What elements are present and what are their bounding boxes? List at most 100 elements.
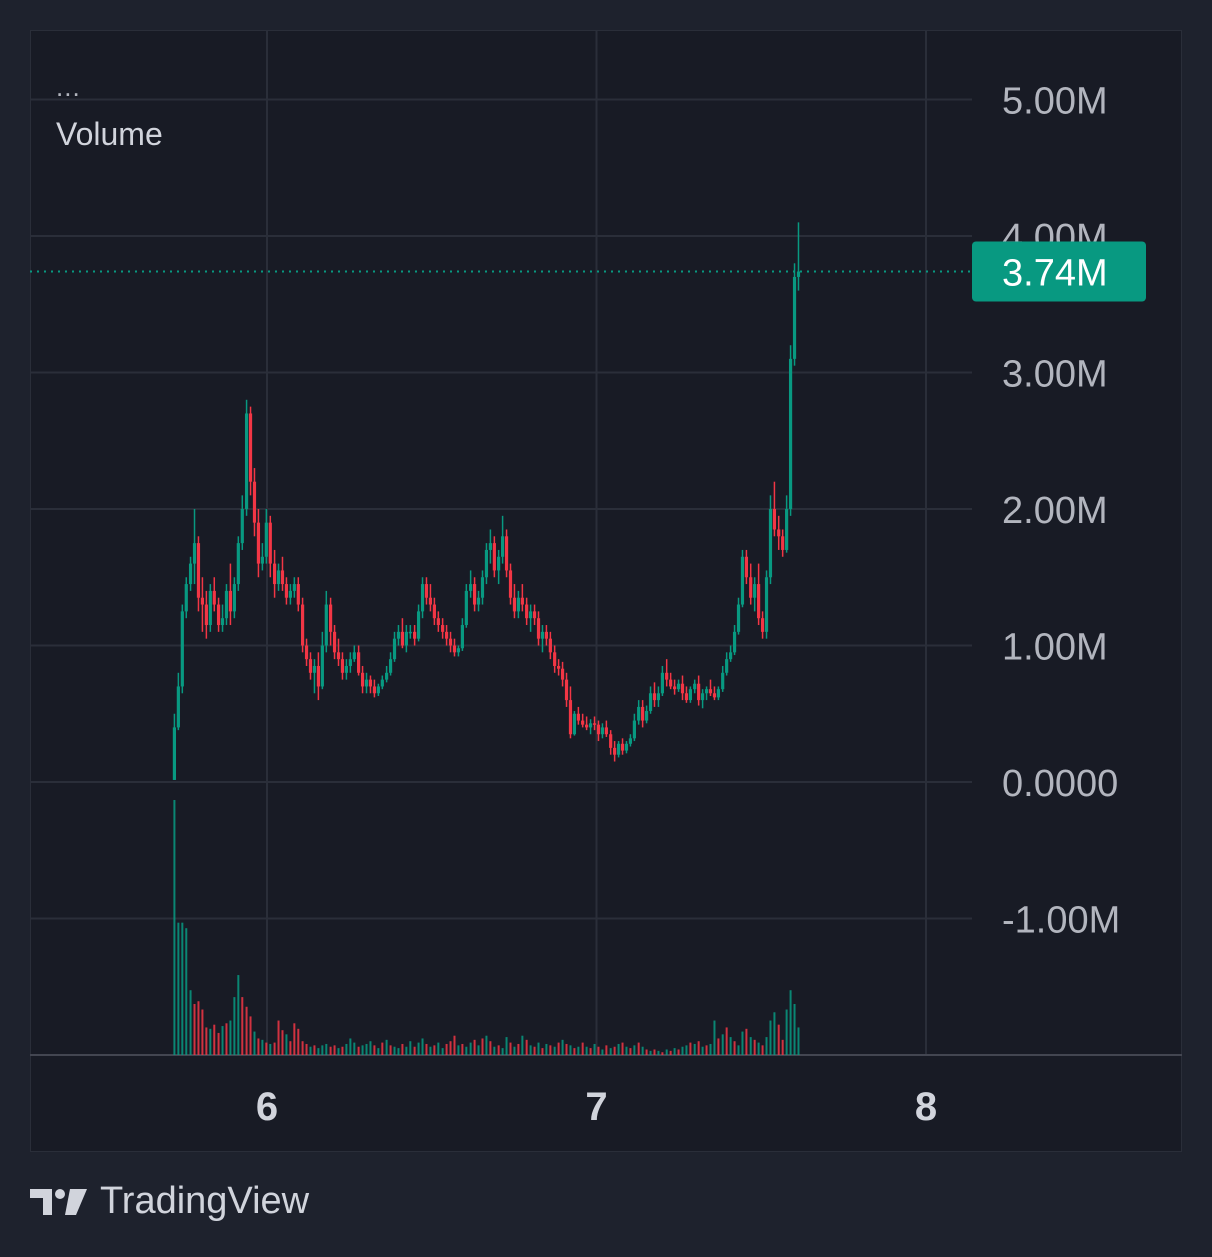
grid-layer bbox=[30, 30, 1182, 1056]
candle-body bbox=[244, 413, 249, 509]
legend-more-dots[interactable]: ... bbox=[56, 72, 81, 102]
candle-body bbox=[392, 638, 397, 660]
candle bbox=[553, 645, 557, 673]
chart-frame[interactable] bbox=[30, 30, 1182, 1152]
volume-bar bbox=[609, 1048, 612, 1055]
volume-bar bbox=[277, 1020, 280, 1055]
candle bbox=[196, 536, 201, 612]
volume-bar bbox=[473, 1039, 476, 1055]
volume-bar bbox=[437, 1042, 440, 1055]
volume-bar bbox=[613, 1046, 616, 1055]
candle bbox=[292, 577, 296, 598]
candle bbox=[404, 625, 408, 653]
candle-body bbox=[620, 743, 625, 751]
volume-bar bbox=[365, 1043, 368, 1055]
candle bbox=[488, 529, 493, 564]
candle bbox=[280, 556, 285, 591]
volume-bar bbox=[765, 1037, 768, 1055]
candle-body bbox=[344, 665, 349, 673]
volume-bar bbox=[489, 1041, 492, 1055]
candle-body bbox=[656, 693, 661, 701]
volume-bar bbox=[709, 1043, 712, 1055]
candle bbox=[248, 406, 253, 496]
last-price-label: 3.74M bbox=[972, 241, 1146, 302]
candle-body bbox=[512, 597, 517, 612]
candle-body bbox=[500, 536, 505, 557]
volume-bar bbox=[453, 1035, 456, 1055]
volume-bar bbox=[353, 1042, 356, 1055]
candle-body bbox=[196, 543, 201, 598]
volume-bar bbox=[261, 1039, 264, 1055]
candle-body bbox=[340, 659, 345, 673]
candle bbox=[768, 495, 773, 585]
candle bbox=[609, 730, 613, 755]
candle-body bbox=[272, 563, 277, 585]
candle-body bbox=[408, 631, 412, 634]
volume-bar bbox=[445, 1043, 448, 1055]
volume-bar bbox=[349, 1038, 352, 1055]
volume-bar bbox=[597, 1046, 600, 1055]
x-tick-label: 8 bbox=[915, 1085, 937, 1129]
candle bbox=[176, 672, 180, 731]
candle-body bbox=[469, 584, 473, 591]
volume-bar bbox=[465, 1046, 468, 1055]
candle bbox=[516, 590, 521, 619]
candle-body bbox=[585, 724, 589, 728]
candle-body bbox=[516, 597, 521, 612]
candle bbox=[532, 604, 537, 626]
candle-body bbox=[613, 747, 617, 755]
candle bbox=[544, 625, 549, 646]
candle bbox=[216, 597, 221, 632]
candle bbox=[529, 604, 533, 632]
candles bbox=[172, 222, 801, 780]
candle-body bbox=[749, 577, 753, 598]
candle-body bbox=[232, 584, 236, 612]
candle-body bbox=[757, 584, 761, 619]
candle-body bbox=[404, 631, 408, 646]
volume-bar bbox=[657, 1050, 660, 1055]
volume-bar bbox=[733, 1041, 736, 1055]
volume-bar bbox=[665, 1049, 668, 1055]
candle-body bbox=[424, 584, 429, 598]
candle-body bbox=[588, 723, 593, 728]
candle-body bbox=[204, 604, 208, 626]
candle bbox=[628, 734, 633, 747]
candle bbox=[472, 577, 477, 612]
x-axis[interactable]: 6 7 8 bbox=[256, 1085, 937, 1129]
candle bbox=[324, 590, 328, 653]
candle-body bbox=[544, 631, 549, 639]
volume-bar bbox=[721, 1034, 724, 1055]
volume-bar bbox=[213, 1024, 216, 1055]
candle bbox=[581, 713, 585, 728]
candle-body bbox=[781, 536, 785, 550]
candle bbox=[716, 686, 721, 701]
candle-body bbox=[444, 631, 449, 639]
candle bbox=[604, 720, 608, 737]
tradingview-brand[interactable]: TradingView bbox=[30, 1180, 309, 1223]
candle bbox=[469, 570, 473, 598]
volume-bar bbox=[729, 1037, 732, 1055]
last-price-label-bg bbox=[972, 241, 1146, 302]
candle bbox=[660, 665, 664, 697]
x-tick-label: 6 bbox=[256, 1085, 278, 1129]
volume-bar bbox=[641, 1046, 644, 1055]
volume-bar bbox=[405, 1046, 408, 1055]
candle-body bbox=[276, 570, 281, 585]
volume-bar bbox=[637, 1042, 640, 1055]
candle bbox=[172, 713, 177, 780]
volume-bar bbox=[501, 1048, 504, 1055]
candle-body bbox=[716, 689, 721, 698]
candle bbox=[268, 515, 272, 578]
candle-body bbox=[328, 604, 333, 632]
candle-body bbox=[609, 734, 613, 748]
candle bbox=[220, 604, 225, 632]
volume-bar bbox=[745, 1028, 748, 1055]
candle bbox=[697, 675, 701, 706]
candle-body bbox=[208, 590, 212, 626]
volume-bar bbox=[305, 1043, 308, 1055]
volume-bar bbox=[573, 1048, 576, 1055]
candle bbox=[360, 665, 365, 694]
candle-body bbox=[520, 597, 524, 605]
